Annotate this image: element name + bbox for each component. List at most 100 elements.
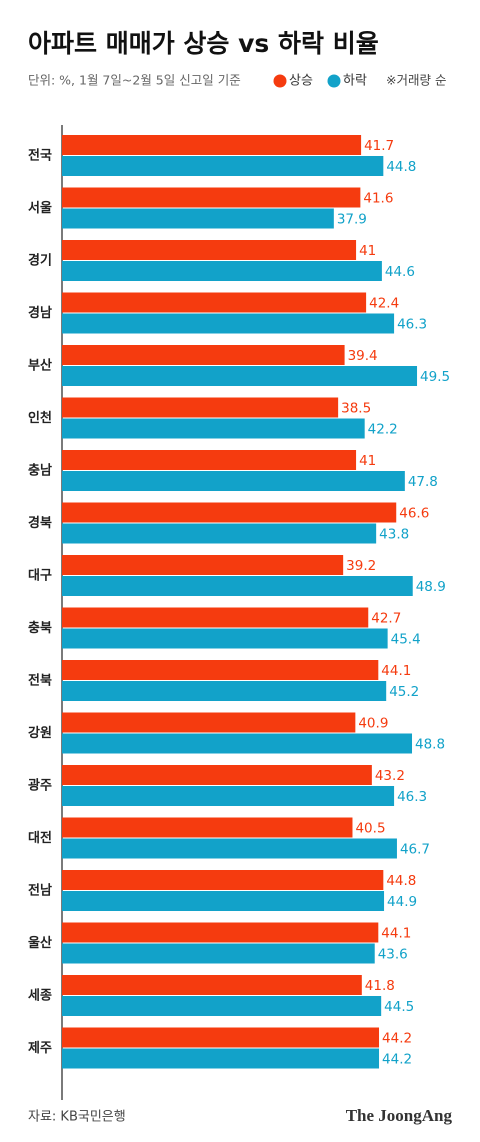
- value-label: 46.7: [400, 842, 430, 858]
- bar: [62, 555, 344, 575]
- chart-subtitle: 단위: %, 1월 7일~2월 5일 신고일 기준: [28, 73, 241, 88]
- value-label: 46.3: [397, 789, 427, 805]
- bar: [62, 240, 357, 260]
- value-label: 44.8: [386, 159, 416, 175]
- value-label: 41.8: [365, 978, 395, 994]
- bar: [62, 397, 339, 418]
- source: 자료: KB국민은행: [28, 1109, 126, 1125]
- y-tick-label: 전북: [28, 673, 52, 689]
- value-label: 38.5: [341, 401, 371, 417]
- bar: [62, 345, 345, 365]
- y-tick-label: 경북: [28, 515, 52, 531]
- bar: [62, 313, 395, 334]
- bar: [62, 187, 361, 208]
- legend-label: 상승: [289, 74, 313, 89]
- value-label: 44.5: [384, 999, 414, 1015]
- bar: [62, 366, 418, 386]
- y-tick-label: 충북: [28, 620, 52, 636]
- bar: [62, 681, 387, 701]
- bar: [62, 891, 385, 911]
- value-label: 44.8: [386, 873, 416, 889]
- y-tick-label: 세종: [28, 989, 52, 1004]
- y-tick-label: 충남: [28, 463, 52, 479]
- y-tick-label: 전남: [28, 883, 52, 899]
- bar: [62, 660, 379, 680]
- value-label: 45.4: [391, 632, 421, 648]
- value-label: 42.4: [369, 296, 399, 312]
- bar: [62, 471, 405, 491]
- y-tick-label: 부산: [28, 358, 52, 374]
- value-label: 42.7: [371, 611, 401, 627]
- value-label: 41: [359, 453, 376, 469]
- legend-label: 하락: [343, 74, 367, 89]
- bar: [62, 628, 388, 649]
- value-label: 41.7: [364, 138, 394, 154]
- y-tick-label: 대구: [28, 569, 52, 584]
- bar: [62, 838, 397, 859]
- y-tick-label: 강원: [28, 725, 52, 741]
- bar: [62, 733, 413, 754]
- bar: [62, 135, 362, 155]
- brand-logo: The JoongAng: [346, 1106, 453, 1125]
- value-label: 44.2: [382, 1052, 412, 1068]
- bar: [62, 576, 413, 596]
- value-label: 44.6: [385, 264, 415, 280]
- bar: [62, 1027, 380, 1048]
- legend-note: ※거래량 순: [386, 73, 446, 88]
- chart-title: 아파트 매매가 상승 vs 하락 비율: [28, 29, 379, 58]
- bar: [62, 502, 397, 523]
- y-tick-label: 제주: [28, 1041, 52, 1056]
- bar: [62, 817, 353, 838]
- value-label: 44.2: [382, 1031, 412, 1047]
- legend-swatch: [273, 74, 287, 88]
- bar: [62, 208, 334, 229]
- y-tick-label: 전국: [28, 148, 52, 164]
- value-label: 42.2: [368, 422, 398, 438]
- y-tick-label: 울산: [28, 935, 52, 951]
- y-tick-label: 광주: [28, 779, 52, 794]
- bar: [62, 922, 379, 943]
- value-label: 46.3: [397, 317, 427, 333]
- legend-swatch: [327, 74, 341, 88]
- bar: [62, 712, 356, 733]
- value-label: 41.6: [363, 191, 393, 207]
- bar: [62, 786, 395, 806]
- y-tick-label: 경남: [28, 305, 52, 321]
- value-label: 44.9: [387, 894, 417, 910]
- bar: [62, 450, 357, 470]
- bar: [62, 1048, 380, 1069]
- value-label: 39.4: [348, 348, 378, 364]
- value-label: 37.9: [337, 212, 367, 228]
- bar: [62, 975, 362, 995]
- value-label: 40.9: [358, 716, 388, 732]
- value-label: 47.8: [408, 474, 438, 490]
- value-label: 46.6: [399, 506, 429, 522]
- bar: [62, 418, 365, 439]
- value-label: 49.5: [420, 369, 450, 385]
- value-label: 43.2: [375, 768, 405, 784]
- bar: [62, 523, 377, 544]
- value-label: 40.5: [355, 821, 385, 837]
- value-label: 41: [359, 243, 376, 259]
- value-label: 48.8: [415, 737, 445, 753]
- bar: [62, 870, 384, 890]
- bar: [62, 765, 372, 785]
- bar: [62, 943, 375, 964]
- y-tick-label: 대전: [28, 830, 52, 846]
- y-tick-label: 경기: [28, 253, 52, 269]
- value-label: 39.2: [346, 558, 376, 574]
- bar: [62, 261, 382, 281]
- bar: [62, 996, 382, 1016]
- y-tick-label: 인천: [28, 410, 52, 426]
- value-label: 44.1: [381, 926, 411, 942]
- value-label: 45.2: [389, 684, 419, 700]
- y-tick-label: 서울: [28, 200, 52, 216]
- value-label: 43.8: [379, 527, 409, 543]
- value-label: 44.1: [381, 663, 411, 679]
- value-label: 48.9: [416, 579, 446, 595]
- value-label: 43.6: [378, 947, 408, 963]
- bar: [62, 607, 369, 628]
- bar: [62, 156, 384, 176]
